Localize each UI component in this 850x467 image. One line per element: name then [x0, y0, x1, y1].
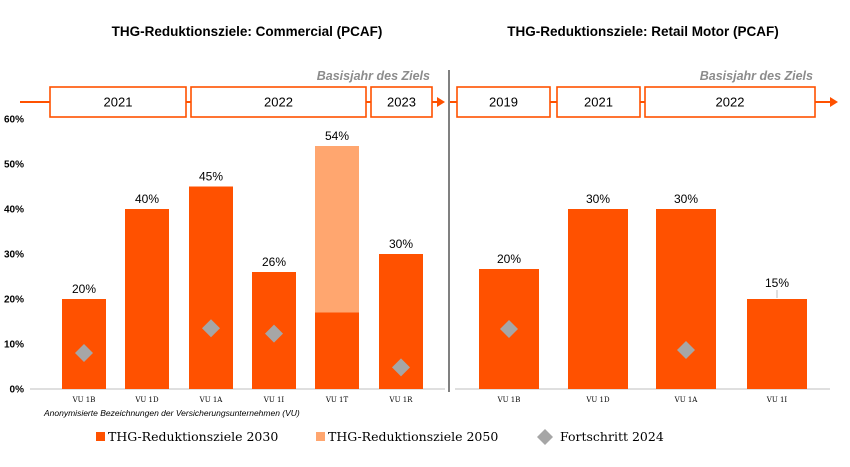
y-tick-label: 60%	[4, 115, 24, 126]
category-label: VU 1R	[389, 396, 414, 404]
progress-diamond	[265, 324, 283, 343]
legend-label-2030: THG-Reduktionsziele 2030	[108, 429, 278, 444]
base-year-label: 2021	[104, 95, 133, 110]
bar-2030	[125, 209, 169, 389]
data-label: 26%	[262, 255, 286, 269]
data-label: 20%	[497, 252, 521, 266]
base-year-box	[456, 86, 551, 118]
category-label: VU 1I	[766, 396, 788, 404]
category-label: VU 1D	[585, 396, 610, 404]
chart-title: THG-Reduktionsziele: Retail Motor (PCAF)	[507, 24, 779, 39]
base-year-box	[644, 86, 816, 118]
base-year-box	[49, 86, 187, 118]
category-label: VU 1A	[674, 396, 699, 404]
base-year-box	[370, 86, 433, 118]
legend-diamond-icon	[537, 429, 553, 445]
category-label: VU 1T	[325, 396, 349, 404]
data-label: 45%	[199, 170, 223, 184]
basis-year-label: Basisjahr des Ziels	[317, 69, 430, 83]
legend-swatch-2030	[96, 432, 105, 441]
bar-2030	[568, 209, 628, 389]
data-label: 54%	[325, 129, 349, 143]
data-label: 15%	[765, 276, 789, 290]
footnote: Anonymisierte Bezeichnungen der Versiche…	[43, 408, 300, 418]
y-tick-label: 50%	[4, 160, 24, 171]
progress-diamond	[75, 344, 93, 362]
base-year-box	[556, 86, 641, 118]
data-label: 40%	[135, 192, 159, 206]
data-label: 20%	[72, 282, 96, 296]
timeline-arrowhead-icon	[437, 97, 445, 107]
y-tick-label: 10%	[4, 340, 24, 351]
legend-label-2050: THG-Reduktionsziele 2050	[328, 429, 498, 444]
bar-2030	[189, 186, 233, 389]
data-label: 30%	[586, 192, 610, 206]
data-label: 30%	[674, 192, 698, 206]
progress-diamond	[677, 341, 695, 359]
category-label: VU 1A	[199, 396, 224, 404]
bar-2030	[315, 312, 359, 389]
category-label: VU 1I	[263, 396, 285, 404]
progress-diamond	[202, 319, 220, 338]
base-year-label: 2022	[716, 95, 745, 110]
base-year-label: 2021	[584, 95, 613, 110]
category-label: VU 1D	[134, 396, 159, 404]
progress-diamond	[500, 320, 518, 338]
y-tick-label: 0%	[10, 385, 25, 396]
category-label: VU 1B	[497, 396, 521, 404]
y-tick-label: 30%	[4, 250, 24, 261]
y-tick-label: 20%	[4, 295, 24, 306]
progress-diamond	[392, 358, 410, 377]
category-label: VU 1B	[72, 396, 96, 404]
chart-title: THG-Reduktionsziele: Commercial (PCAF)	[112, 24, 383, 39]
base-year-box	[190, 86, 367, 118]
legend-swatch-2050	[316, 432, 325, 441]
base-year-label: 2023	[387, 95, 416, 110]
y-tick-label: 40%	[4, 205, 24, 216]
data-label: 30%	[389, 237, 413, 251]
basis-year-label: Basisjahr des Ziels	[700, 69, 813, 83]
bar-2030	[656, 209, 716, 389]
bar-2030	[747, 299, 807, 389]
base-year-label: 2019	[489, 95, 518, 110]
base-year-label: 2022	[264, 95, 293, 110]
timeline-arrowhead-icon	[830, 97, 838, 107]
legend-label-progress: Fortschritt 2024	[560, 429, 664, 444]
